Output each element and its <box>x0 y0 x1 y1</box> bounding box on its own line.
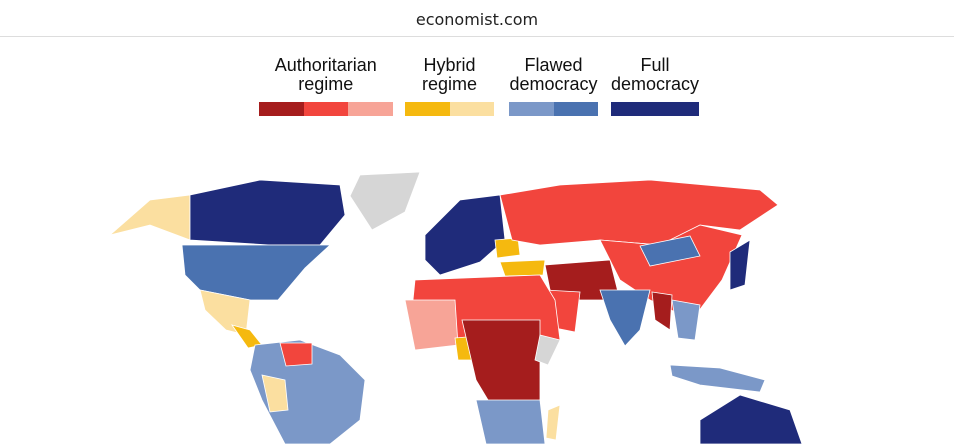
russia <box>499 179 779 246</box>
usa <box>181 244 332 301</box>
europe <box>424 194 506 276</box>
bolivia <box>261 374 289 413</box>
legend-label: Flawed democracy <box>509 55 598 94</box>
swatch <box>553 102 598 116</box>
southeast-asia <box>671 299 701 341</box>
legend-item: Flawed democracy <box>509 52 598 116</box>
japan <box>729 239 751 291</box>
venezuela <box>279 342 313 367</box>
india <box>599 289 651 347</box>
legend-swatches <box>509 102 598 116</box>
legend-item: Full democracy <box>611 52 699 116</box>
swatch <box>405 102 450 116</box>
mongolia <box>639 235 701 267</box>
indonesia <box>669 364 766 393</box>
canada <box>189 179 346 246</box>
somalia <box>534 334 561 366</box>
ukraine <box>494 237 521 259</box>
west-africa <box>404 299 459 351</box>
turkey <box>499 259 546 277</box>
legend-swatches <box>405 102 494 116</box>
australia <box>699 394 803 444</box>
legend-label: Hybrid regime <box>421 55 478 94</box>
legend-item: Hybrid regime <box>405 52 494 116</box>
legend-item: Authoritarian regime <box>259 52 393 116</box>
southern-africa <box>475 399 546 444</box>
legend: Authoritarian regime Hybrid regime Flawed … <box>0 52 954 122</box>
swatch <box>303 102 348 116</box>
china <box>599 224 743 321</box>
legend-swatches <box>259 102 393 116</box>
greenland <box>349 171 421 231</box>
swatch <box>449 102 494 116</box>
legend-label: Full democracy <box>610 55 700 94</box>
mexico <box>199 289 251 336</box>
swatch <box>259 102 304 116</box>
swatch <box>509 102 554 116</box>
legend-swatches <box>611 102 699 116</box>
swatch <box>348 102 393 116</box>
madagascar <box>545 404 561 441</box>
url-bar[interactable]: economist.com <box>0 0 954 37</box>
south-america <box>249 339 366 444</box>
swatch <box>611 102 699 116</box>
myanmar <box>651 291 673 331</box>
alaska <box>109 194 191 241</box>
legend-label: Authoritarian regime <box>274 55 377 94</box>
